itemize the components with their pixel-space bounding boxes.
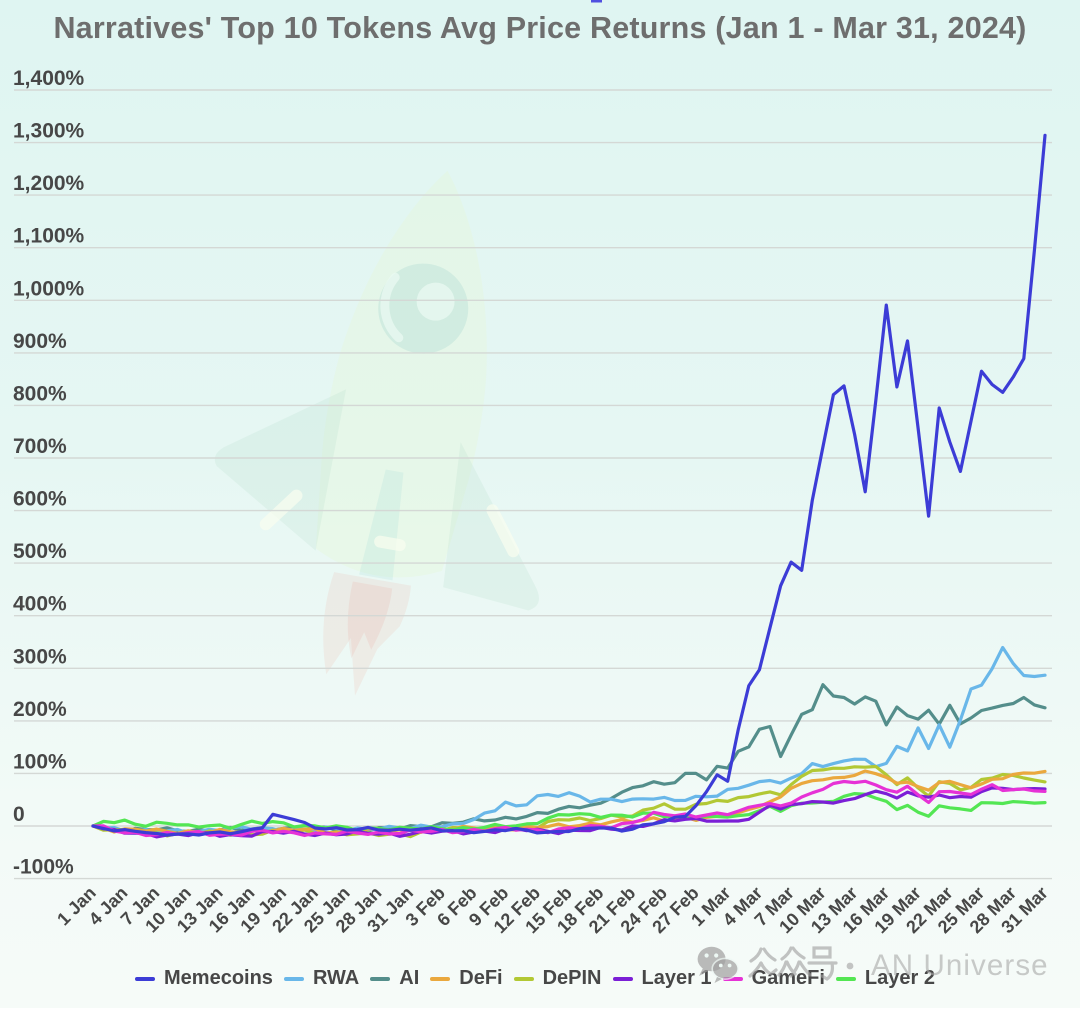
svg-text:1,200%: 1,200%: [13, 172, 85, 195]
svg-text:1,300%: 1,300%: [13, 120, 85, 143]
svg-text:300%: 300%: [13, 645, 67, 668]
svg-text:200%: 200%: [13, 698, 67, 721]
svg-text:0: 0: [13, 803, 25, 826]
svg-text:1,000%: 1,000%: [13, 277, 85, 300]
svg-text:100%: 100%: [13, 750, 67, 773]
svg-text:1,400%: 1,400%: [13, 67, 85, 90]
svg-text:800%: 800%: [13, 382, 67, 405]
svg-text:400%: 400%: [13, 593, 67, 616]
svg-text:900%: 900%: [13, 330, 67, 353]
svg-text:1,100%: 1,100%: [13, 225, 85, 248]
svg-text:-100%: -100%: [13, 856, 74, 879]
svg-text:700%: 700%: [13, 435, 67, 458]
svg-text:500%: 500%: [13, 540, 67, 563]
svg-text:600%: 600%: [13, 488, 67, 511]
